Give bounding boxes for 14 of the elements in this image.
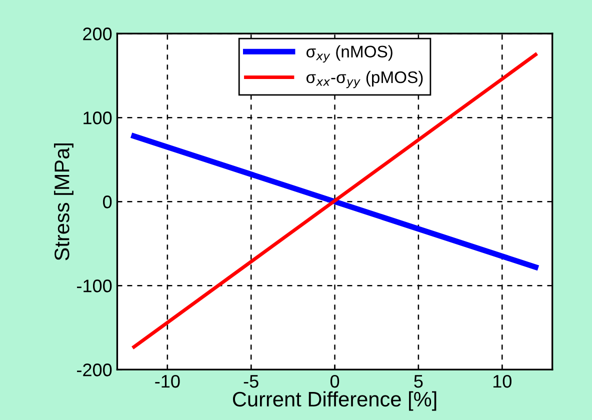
x-tick-label: -10 xyxy=(155,374,180,388)
x-tick-label: 5 xyxy=(414,375,423,388)
y-tick-label: 0 xyxy=(103,196,112,208)
legend-label: σ$_{xy}$ (nMOS) xyxy=(306,45,392,63)
legend-label: σ$_{xx}$-σ$_{yy}$ (pMOS) xyxy=(306,70,423,88)
x-tick-label: 10 xyxy=(493,374,512,388)
x-tick-label: 0 xyxy=(330,374,340,388)
y-tick-label: -100 xyxy=(77,280,112,292)
x-axis-title: Current Difference [%] xyxy=(232,391,436,411)
y-tick-label: 100 xyxy=(84,112,112,124)
x-tick-label: -5 xyxy=(244,375,258,388)
y-tick-label: 200 xyxy=(83,28,112,40)
y-tick-label: -200 xyxy=(77,364,112,376)
y-axis-title: Stress [MPa] xyxy=(54,143,74,260)
